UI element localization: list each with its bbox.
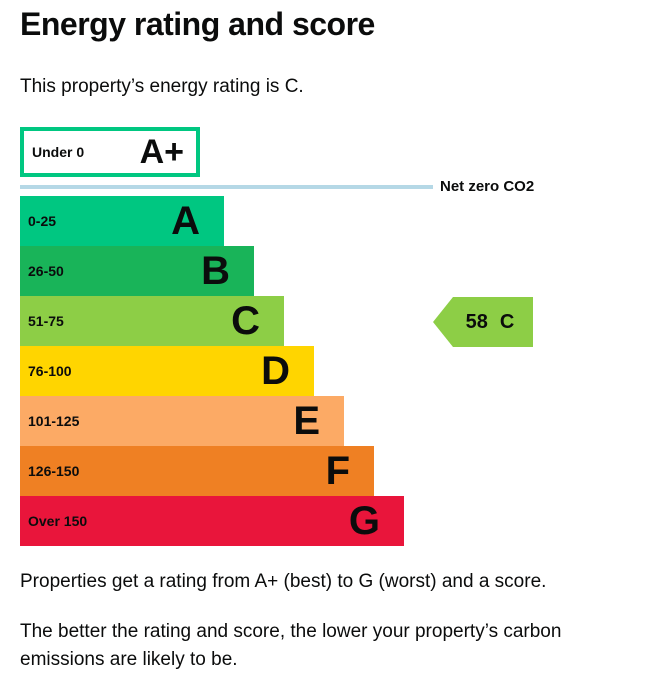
band-row-g: Over 150 G [20, 496, 404, 546]
band-row-aplus: Under 0 A+ [20, 127, 200, 177]
band-range-label: 101-125 [28, 413, 80, 429]
band-row-c: 51-75 C [20, 296, 284, 346]
pointer-score: 58 [465, 310, 488, 333]
rating-subtitle: This property’s energy rating is C. [20, 76, 304, 97]
band-range-label: 0-25 [28, 213, 57, 229]
rating-bands: 0-25 A 26-50 B 51-75 C 76-100 D 101-125 … [20, 196, 404, 546]
net-zero-label: Net zero CO2 [440, 178, 535, 195]
emissions-explanation: The better the rating and score, the low… [20, 621, 562, 670]
band-letter: D [261, 349, 290, 393]
net-zero-line [20, 185, 433, 189]
current-rating-pointer: 58 C [433, 297, 533, 347]
band-range-label: 51-75 [28, 313, 64, 329]
band-range-label: 76-100 [28, 363, 72, 379]
page-title: Energy rating and score [20, 6, 375, 42]
band-letter: A [171, 199, 200, 243]
band-letter: G [348, 499, 380, 543]
rating-explanation: Properties get a rating from A+ (best) t… [20, 571, 547, 592]
band-range-label: 126-150 [28, 463, 80, 479]
band-letter: E [293, 399, 320, 443]
band-letter: C [231, 299, 260, 343]
pointer-rating-letter: C [499, 310, 515, 333]
band-letter: B [201, 249, 230, 293]
band-letter: F [325, 449, 350, 493]
band-range-label: Under 0 [32, 144, 85, 160]
band-row-b: 26-50 B [20, 246, 254, 296]
band-range-label: 26-50 [28, 263, 64, 279]
band-letter: A+ [139, 133, 184, 171]
band-range-label: Over 150 [28, 513, 88, 529]
band-row-d: 76-100 D [20, 346, 314, 396]
band-row-f: 126-150 F [20, 446, 374, 496]
band-row-a: 0-25 A [20, 196, 224, 246]
band-row-e: 101-125 E [20, 396, 344, 446]
